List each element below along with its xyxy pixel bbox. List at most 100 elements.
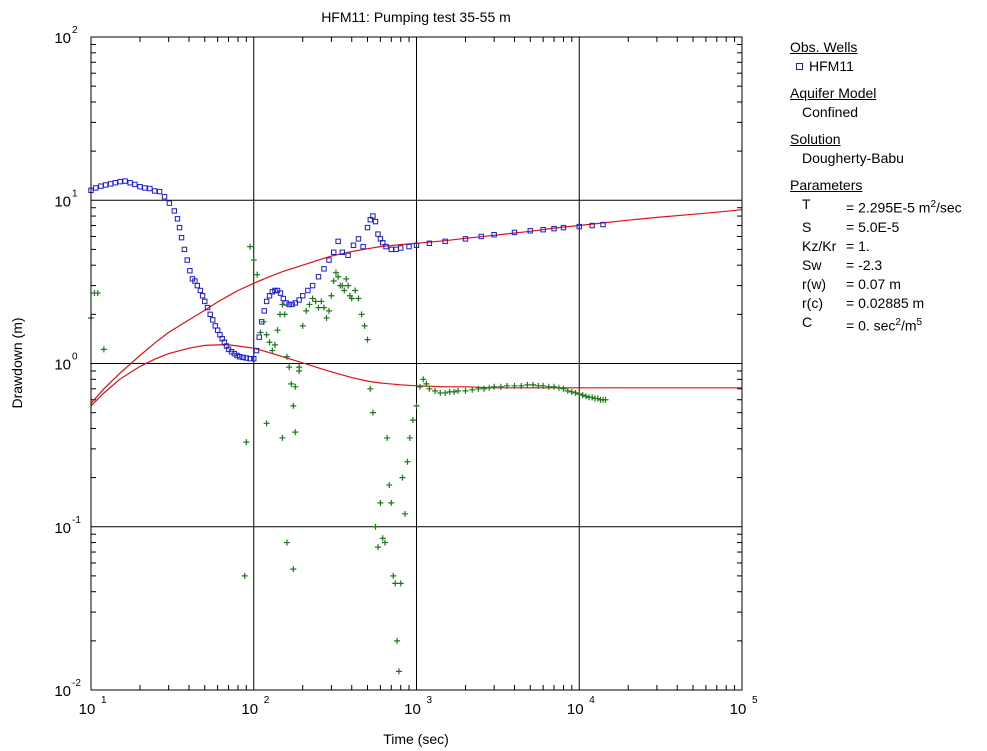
fit-curve-3 [90, 344, 742, 407]
data-point-plus [384, 434, 391, 441]
data-point-square [151, 188, 158, 194]
data-point-plus [367, 385, 374, 392]
data-point-square [462, 236, 469, 242]
data-point-plus [330, 278, 337, 285]
data-points [88, 178, 609, 675]
data-point-plus [269, 347, 276, 354]
data-point-plus [335, 273, 342, 280]
data-point-plus [481, 385, 488, 392]
data-point-square [372, 218, 379, 225]
data-point-square [388, 246, 394, 253]
data-point-plus [524, 381, 531, 388]
parameter-value: = 0.02885 m [846, 294, 925, 311]
data-point-plus [432, 387, 439, 394]
x-tick-exponent: 3 [427, 695, 433, 706]
data-point-square [240, 354, 246, 361]
data-point-square [204, 304, 211, 311]
data-point-plus [423, 380, 430, 387]
data-point-plus [379, 535, 386, 542]
data-point-plus [564, 387, 571, 394]
data-point-plus [582, 393, 589, 400]
parameter-row: S = 5.0E-5 [790, 218, 962, 237]
data-point-plus [399, 474, 406, 481]
data-point-square [283, 300, 289, 306]
data-point-plus [320, 304, 327, 311]
y-tick-exponent: 2 [72, 25, 78, 36]
data-point-square [98, 183, 104, 189]
parameters-header: Parameters [790, 177, 863, 193]
data-point-plus [504, 382, 511, 389]
data-point-square [331, 249, 337, 255]
data-point-plus [530, 381, 537, 388]
data-point-plus [374, 544, 381, 551]
y-tick-exponent: 1 [72, 188, 78, 199]
aquifer-model-value: Confined [802, 104, 859, 120]
data-point-plus [426, 385, 433, 392]
data-point-plus [299, 322, 306, 329]
data-point-plus [518, 382, 525, 389]
data-point-square [132, 181, 138, 188]
data-point-square [380, 239, 386, 246]
data-point-plus [339, 282, 346, 289]
data-point-plus [257, 329, 264, 336]
x-tick-exponent: 5 [752, 695, 758, 706]
data-point-plus [594, 395, 601, 402]
data-point-square [214, 327, 221, 333]
data-point-plus [343, 275, 350, 282]
x-tick-label: 10 [79, 701, 96, 718]
data-point-plus [491, 383, 498, 390]
data-point-square [199, 293, 206, 299]
data-point-plus [263, 420, 270, 427]
x-tick-label: 10 [404, 701, 421, 718]
data-point-plus [475, 385, 482, 392]
data-point-plus [100, 346, 107, 353]
data-point-square [560, 224, 567, 231]
data-point-plus [348, 295, 355, 302]
data-point-plus [271, 341, 278, 348]
square-marker-icon [796, 63, 803, 70]
data-point-plus [540, 382, 547, 389]
x-tick-exponent: 1 [101, 695, 107, 706]
data-point-square [589, 222, 595, 229]
data-point-square [171, 208, 178, 214]
data-point-square [305, 287, 311, 294]
data-point-square [296, 297, 302, 303]
parameter-value: = -2.3 [846, 256, 883, 273]
data-point-plus [381, 539, 388, 546]
data-point-square [511, 229, 518, 236]
data-point-plus [241, 572, 248, 579]
data-point-square [370, 213, 376, 219]
data-point-plus [279, 301, 286, 308]
data-point-plus [589, 394, 596, 401]
chart-title: HFM11: Pumping test 35-55 m [321, 9, 511, 25]
data-point-square [256, 334, 262, 340]
data-point-plus [286, 364, 293, 371]
solution-header: Solution [790, 131, 841, 147]
data-point-square [161, 194, 168, 200]
data-point-plus [568, 388, 575, 395]
parameter-name: Sw [802, 256, 822, 273]
data-point-square [491, 232, 497, 238]
data-point-plus [247, 243, 254, 250]
data-point-square [207, 311, 213, 318]
data-point-square [194, 282, 201, 289]
parameter-row: Sw = -2.3 [790, 256, 962, 275]
data-point-plus [404, 458, 411, 465]
data-point-square [187, 268, 193, 274]
data-point-square [178, 234, 185, 241]
data-point-plus [323, 314, 330, 321]
y-tick-exponent: -2 [72, 678, 81, 689]
data-point-square [102, 182, 109, 188]
info-panel: Obs. Wells HFM11 Aquifer Model Confined … [790, 38, 962, 335]
fit-curves [90, 209, 743, 407]
data-point-plus [328, 292, 335, 299]
data-point-square [166, 200, 173, 206]
data-point-plus [243, 439, 250, 446]
data-point-plus [413, 402, 420, 409]
data-point-plus [572, 389, 579, 396]
data-point-square [127, 180, 133, 186]
data-point-square [286, 301, 292, 308]
y-tick-label: 10 [54, 357, 71, 374]
data-point-square [247, 356, 253, 362]
